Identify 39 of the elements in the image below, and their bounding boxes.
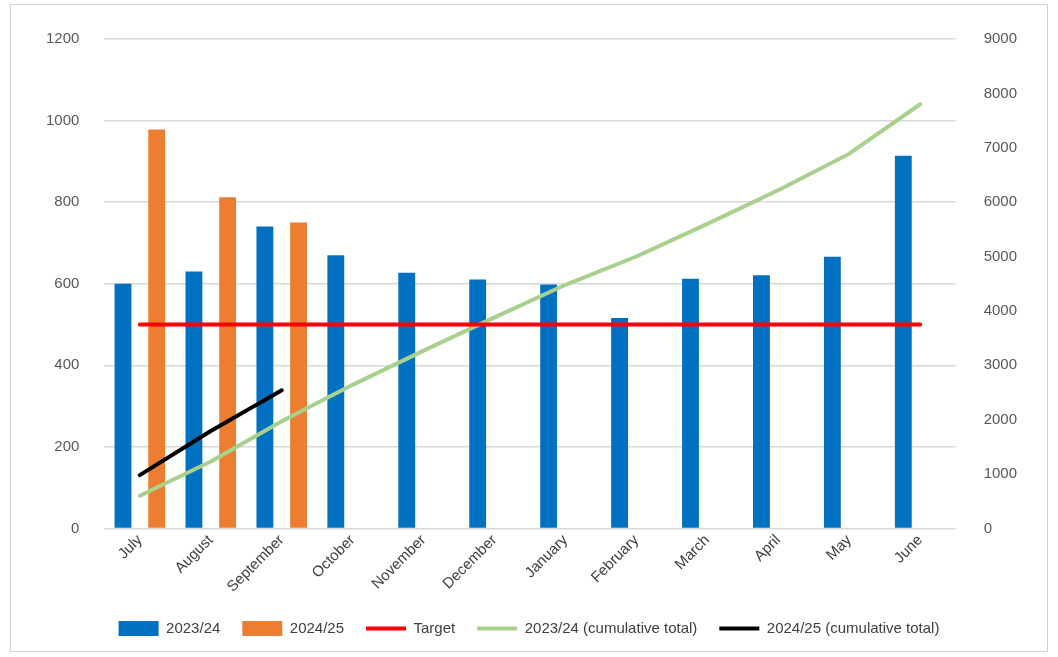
bar [682,278,699,528]
y-tick-label: 200 [54,436,80,454]
y2-tick-label: 2000 [983,409,1018,427]
legend-label: 2023/24 (cumulative total) [524,618,698,636]
y-tick-label: 400 [54,355,80,373]
bar [540,284,558,528]
y2-tick-label: 7000 [983,137,1018,155]
bar [148,129,166,528]
y2-tick-label: 1000 [983,464,1018,482]
bar [894,155,912,528]
y2-tick-label: 5000 [983,246,1018,264]
bar [114,283,132,528]
legend-label: 2024/25 (cumulative total) [766,618,940,636]
legend-label: 2024/25 [289,618,345,636]
bar [290,222,307,528]
y2-tick-label: 3000 [983,355,1018,373]
bar [823,256,841,528]
bar [469,279,487,528]
bar [185,271,203,528]
x-tick-label: May [822,530,855,563]
bar [219,197,237,528]
y2-tick-label: 4000 [983,301,1018,319]
bar [611,317,628,528]
y2-tick-label: 9000 [983,29,1018,47]
y-tick-label: 1200 [45,29,80,47]
bar [753,275,770,528]
y-tick-label: 1000 [45,110,80,128]
y-tick-label: 600 [54,273,80,291]
bar [398,272,416,528]
y2-tick-label: 0 [983,518,992,536]
y-tick-label: 800 [54,192,80,210]
bar [327,255,345,528]
legend-label: Target [413,618,457,636]
bar [256,226,274,528]
legend-label: 2023/24 [166,618,221,636]
y-tick-label: 0 [71,518,80,536]
y2-tick-label: 8000 [983,83,1018,101]
x-tick-label: July [114,530,146,562]
y2-tick-label: 6000 [983,192,1018,210]
